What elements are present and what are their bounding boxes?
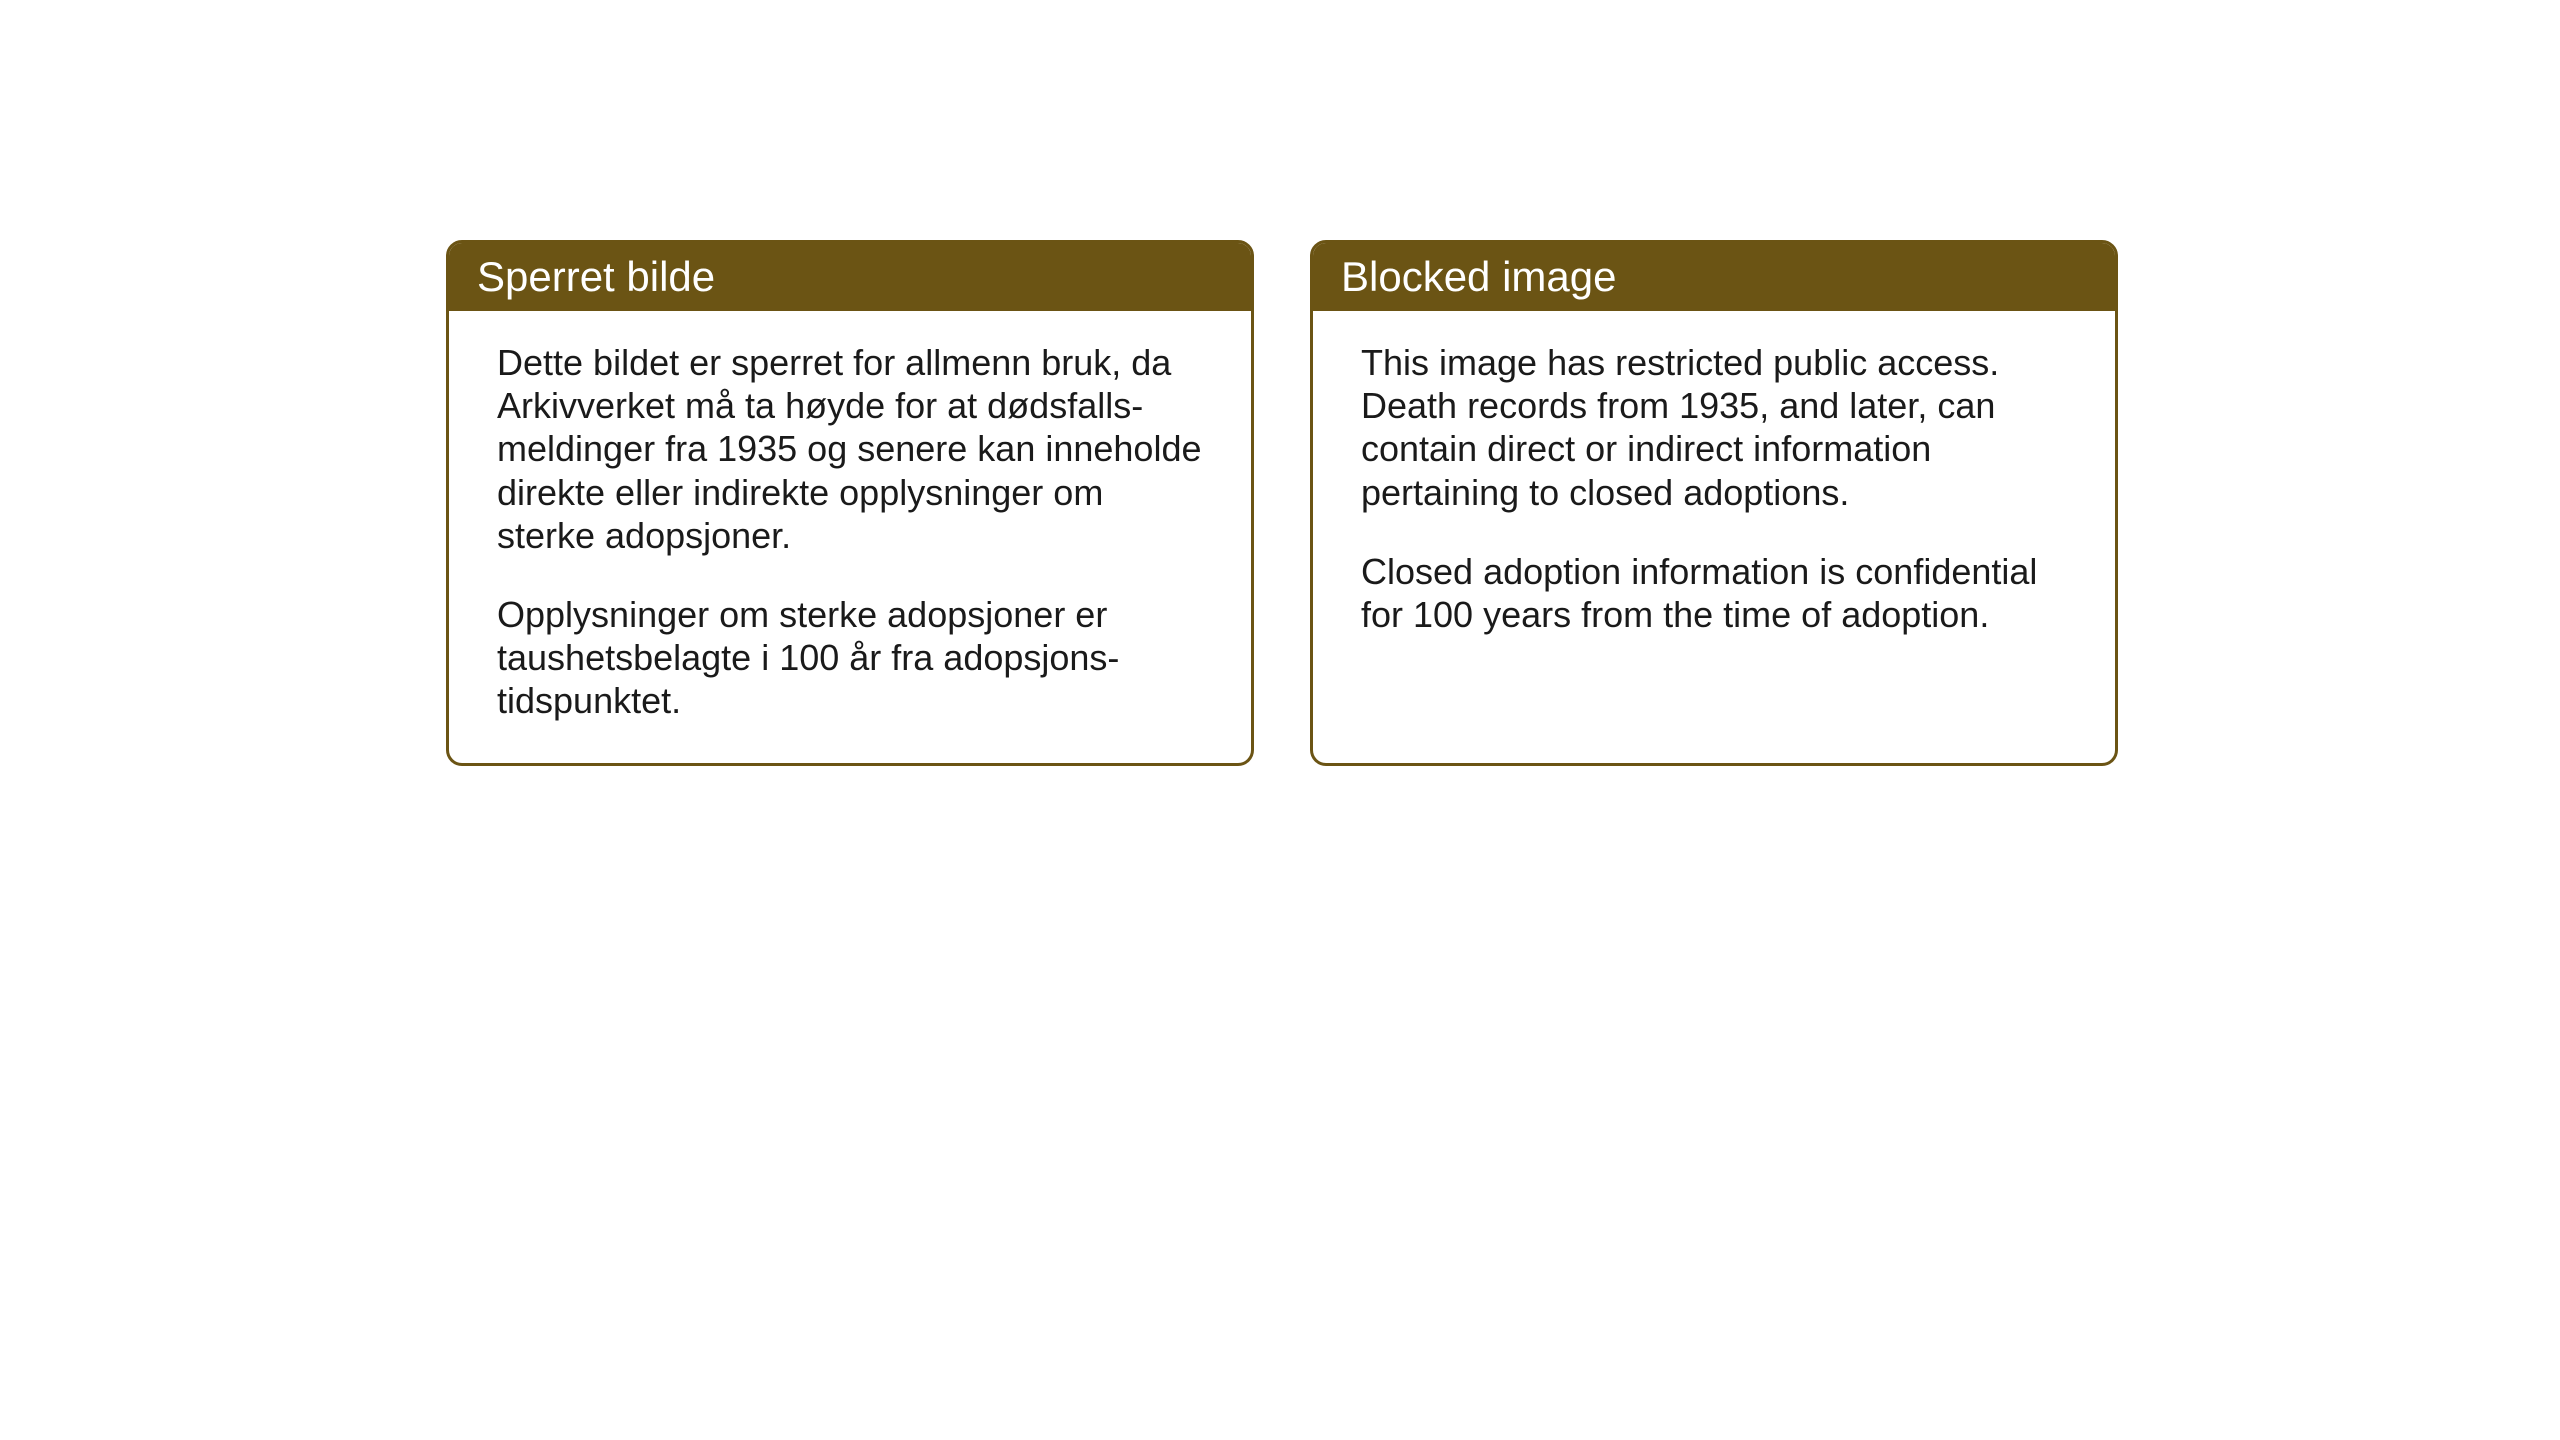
norwegian-card-header: Sperret bilde — [449, 243, 1251, 311]
english-card-header: Blocked image — [1313, 243, 2115, 311]
english-paragraph-2: Closed adoption information is confident… — [1361, 550, 2067, 636]
norwegian-card: Sperret bilde Dette bildet er sperret fo… — [446, 240, 1254, 766]
cards-container: Sperret bilde Dette bildet er sperret fo… — [446, 240, 2118, 766]
norwegian-paragraph-2: Opplysninger om sterke adopsjoner er tau… — [497, 593, 1203, 723]
norwegian-paragraph-1: Dette bildet er sperret for allmenn bruk… — [497, 341, 1203, 557]
english-card-title: Blocked image — [1341, 253, 1616, 300]
norwegian-card-body: Dette bildet er sperret for allmenn bruk… — [449, 311, 1251, 763]
english-card: Blocked image This image has restricted … — [1310, 240, 2118, 766]
english-card-body: This image has restricted public access.… — [1313, 311, 2115, 676]
norwegian-card-title: Sperret bilde — [477, 253, 715, 300]
english-paragraph-1: This image has restricted public access.… — [1361, 341, 2067, 514]
